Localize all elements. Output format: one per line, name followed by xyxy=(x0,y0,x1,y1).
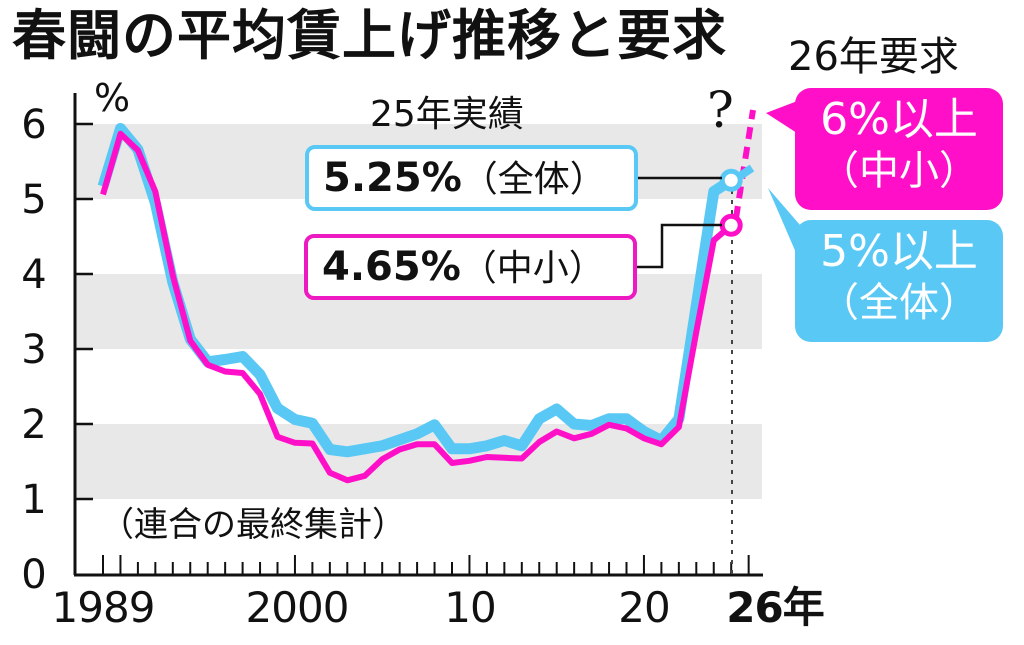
y-tick-label: 1 xyxy=(21,477,47,523)
y-tick-label: 6 xyxy=(21,102,47,148)
sme-request-bubble: 6%以上 （中小） xyxy=(795,88,1003,210)
x-tick-label: 20 xyxy=(618,583,670,632)
overall-result-category: （全体） xyxy=(461,159,606,200)
chart-title: 春闘の平均賃上げ推移と要求 xyxy=(12,4,727,67)
y-unit-label: % xyxy=(94,76,131,120)
sme-request-dashed-line xyxy=(733,109,756,219)
question-mark: ? xyxy=(707,81,734,139)
overall-2025-marker xyxy=(719,168,743,192)
sme-2025-marker xyxy=(719,213,743,237)
sme-series-line xyxy=(100,130,734,484)
sme-request-category: （中小） xyxy=(819,148,979,194)
sme-result-label: 4.65%（中小） xyxy=(304,234,637,300)
x-tick-label: 10 xyxy=(444,583,496,632)
x-tick-label: 2000 xyxy=(245,583,350,632)
y-axis-ticks xyxy=(75,122,93,501)
overall-result-value: 5.25% xyxy=(323,155,462,201)
y-tick-label: 0 xyxy=(21,552,47,598)
sme-result-value: 4.65% xyxy=(322,244,461,290)
overall-request-dashed-line xyxy=(737,164,755,180)
sme-leader-line xyxy=(637,223,722,269)
overall-bubble-tail xyxy=(768,188,800,262)
x-axis-ticks xyxy=(102,555,750,575)
overall-request-category: （全体） xyxy=(819,280,979,326)
y-tick-label: 5 xyxy=(21,177,47,223)
request-title: 26年要求 xyxy=(788,34,959,80)
sme-request-value: 6%以上 xyxy=(820,94,978,145)
source-note: （連合の最終集計） xyxy=(100,505,406,545)
sme-bubble-tail xyxy=(766,100,800,135)
sme-result-category: （中小） xyxy=(460,248,605,289)
x-tick-label: 26年 xyxy=(726,583,824,632)
x-tick-label: 1989 xyxy=(51,583,156,632)
overall-request-bubble: 5%以上 （全体） xyxy=(795,220,1003,342)
y-tick-label: 2 xyxy=(21,402,47,448)
y-tick-label: 4 xyxy=(21,252,47,298)
overall-request-value: 5%以上 xyxy=(820,226,978,277)
overall-result-label: 5.25%（全体） xyxy=(305,145,638,211)
y-tick-label: 3 xyxy=(21,327,47,373)
results-title: 25年実績 xyxy=(370,94,524,135)
